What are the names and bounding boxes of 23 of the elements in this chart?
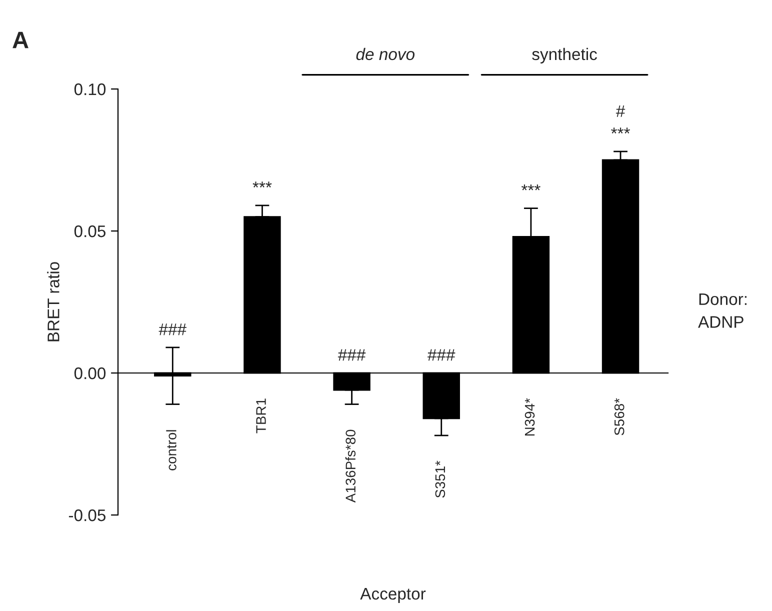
x-tick-label: TBR1 xyxy=(256,398,266,434)
text: Donor: ADNP xyxy=(698,293,747,328)
chart-title: A xyxy=(12,32,28,48)
annotation: *** xyxy=(252,182,272,188)
annotation: *** xyxy=(521,184,540,190)
annotation: ### xyxy=(158,324,186,336)
annotation: *** xyxy=(611,128,630,134)
annotation: ### xyxy=(338,349,366,361)
y-tick-label: -0.05 xyxy=(68,509,106,522)
y-axis-title: BRET ratio xyxy=(47,262,60,342)
y-tick-label: 0.00 xyxy=(74,367,106,380)
annotation: # xyxy=(616,106,626,117)
x-axis-title: Acceptor xyxy=(360,588,426,603)
y-tick-label: 0.05 xyxy=(74,225,106,238)
x-tick-label: S568* xyxy=(614,398,624,436)
x-tick-label: A136Pfs*80 xyxy=(345,430,356,503)
x-tick-label: control xyxy=(166,430,176,470)
text: de novo xyxy=(356,48,415,60)
x-tick-label: N394* xyxy=(524,398,535,436)
annotation: ### xyxy=(428,349,456,361)
text: synthetic xyxy=(532,48,597,64)
y-tick-label: 0.10 xyxy=(74,83,106,96)
x-tick-label: S351* xyxy=(435,460,446,498)
